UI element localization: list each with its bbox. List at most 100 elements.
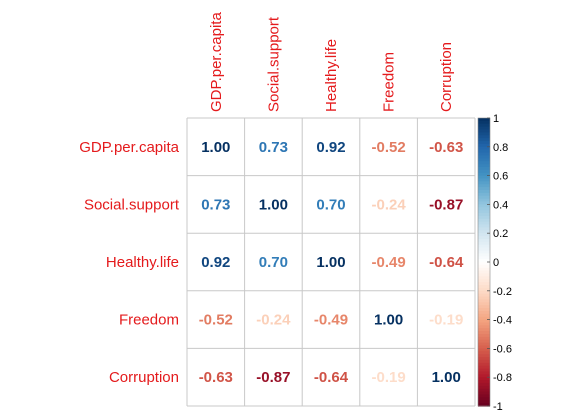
colorbar-segment — [478, 123, 490, 128]
colorbar-segment — [478, 233, 490, 237]
colorbar-segment — [478, 328, 490, 332]
colorbar-tick-label: -0.6 — [493, 343, 512, 355]
colorbar-segment — [478, 241, 490, 246]
colorbar-segment — [478, 218, 490, 223]
colorbar-segment — [478, 118, 490, 122]
colorbar-segment — [478, 388, 490, 393]
colorbar-segment — [478, 351, 490, 355]
cell-value-gdp-per-capita-healthy-life: 0.92 — [316, 139, 345, 156]
colorbar-segment — [478, 164, 490, 168]
row-label-gdp-per-capita: GDP.per.capita — [79, 139, 179, 156]
column-label-freedom: Freedom — [381, 52, 398, 112]
colorbar-segment — [478, 120, 490, 125]
cell-value-gdp-per-capita-social-support: 0.73 — [259, 139, 288, 156]
colorbar-tick-label: -0.8 — [493, 372, 512, 384]
colorbar-tick-label: 0.8 — [493, 142, 508, 154]
colorbar-segment — [478, 262, 490, 266]
cell-value-social-support-corruption: -0.87 — [429, 196, 463, 213]
colorbar-segment — [478, 293, 490, 298]
colorbar-segment — [478, 267, 490, 272]
colorbar-segment — [478, 238, 490, 243]
colorbar-segment — [478, 195, 490, 200]
colorbar-segment — [478, 264, 490, 269]
row-label-freedom: Freedom — [119, 312, 179, 329]
cell-value-social-support-gdp-per-capita: 0.73 — [201, 196, 230, 213]
colorbar-segment — [478, 362, 490, 367]
colorbar-segment — [478, 313, 490, 318]
cell-value-healthy-life-gdp-per-capita: 0.92 — [201, 254, 230, 271]
colorbar-segment — [478, 184, 490, 188]
colorbar-segment — [478, 371, 490, 375]
colorbar-segment — [478, 391, 490, 396]
cell-value-corruption-corruption: 1.00 — [432, 369, 461, 386]
cell-value-gdp-per-capita-corruption: -0.63 — [429, 139, 463, 156]
row-label-corruption: Corruption — [109, 369, 179, 386]
colorbar-tick-label: 0.6 — [493, 171, 508, 183]
colorbar-segment — [478, 201, 490, 205]
colorbar-segment — [478, 244, 490, 249]
colorbar-segment — [478, 319, 490, 324]
colorbar-segment — [478, 198, 490, 203]
colorbar-segment — [478, 359, 490, 364]
colorbar-segment — [478, 331, 490, 335]
colorbar-segment — [478, 166, 490, 171]
colorbar-tick-label: 0.4 — [493, 199, 508, 211]
column-label-healthy-life: Healthy.life — [323, 39, 340, 112]
colorbar-tick-label: 1 — [493, 113, 499, 125]
colorbar-segment — [478, 132, 490, 136]
cell-value-freedom-gdp-per-capita: -0.52 — [199, 312, 233, 329]
colorbar-segment — [478, 308, 490, 312]
colorbar-segment — [478, 155, 490, 159]
colorbar-segment — [478, 236, 490, 240]
cell-value-gdp-per-capita-gdp-per-capita: 1.00 — [201, 139, 230, 156]
colorbar-segment — [478, 253, 490, 257]
correlation-cells: 1.00 0.73 0.92 -0.52 -0.63 0.73 1.00 0.70 -0.24 -… — [199, 139, 464, 386]
cell-value-social-support-freedom: -0.24 — [371, 196, 406, 213]
colorbar-segment — [478, 296, 490, 301]
colorbar-segment — [478, 348, 490, 352]
colorbar-tick-label: -0.4 — [493, 315, 512, 327]
colorbar-segment — [478, 380, 490, 384]
colorbar-segment — [478, 207, 490, 211]
cell-value-healthy-life-healthy-life: 1.00 — [316, 254, 345, 271]
row-label-healthy-life: Healthy.life — [106, 254, 179, 271]
colorbar-segment — [478, 322, 490, 326]
colorbar-segment — [478, 368, 490, 373]
cell-value-freedom-corruption: -0.19 — [429, 312, 463, 329]
colorbar-segment — [478, 256, 490, 260]
colorbar-segment — [478, 290, 490, 295]
cell-value-social-support-social-support: 1.00 — [259, 196, 288, 213]
colorbar-segment — [478, 215, 490, 220]
colorbar-segment — [478, 190, 490, 194]
colorbar-segment — [478, 187, 490, 191]
cell-value-freedom-healthy-life: -0.49 — [314, 312, 348, 329]
colorbar-segment — [478, 276, 490, 280]
colorbar-segment — [478, 403, 490, 407]
colorbar-segment — [478, 345, 490, 349]
colorbar-segment — [478, 230, 490, 234]
colorbar-segment — [478, 310, 490, 315]
colorbar-segment — [478, 213, 490, 217]
colorbar-segment — [478, 285, 490, 289]
row-labels: GDP.per.capita Social.support Healthy.life… — [79, 139, 180, 386]
colorbar-segment — [478, 178, 490, 182]
colorbar-tick-label: 0 — [493, 257, 499, 269]
colorbar-tick-label: -1 — [493, 401, 503, 413]
colorbar-segment — [478, 181, 490, 185]
cell-value-corruption-gdp-per-capita: -0.63 — [199, 369, 233, 386]
cell-value-healthy-life-freedom: -0.49 — [371, 254, 405, 271]
colorbar-segment — [478, 282, 490, 286]
colorbar-segment — [478, 141, 490, 145]
colorbar-segment — [478, 299, 490, 303]
colorbar-segment — [478, 126, 490, 131]
colorbar-segment — [478, 175, 490, 180]
colorbar-segment — [478, 129, 490, 133]
cell-value-healthy-life-corruption: -0.64 — [429, 254, 464, 271]
colorbar-segment — [478, 224, 490, 229]
grid-lines — [186, 117, 476, 407]
colorbar-segment — [478, 273, 490, 277]
colorbar-segment — [478, 336, 490, 341]
cell-value-gdp-per-capita-freedom: -0.52 — [371, 139, 405, 156]
colorbar-segment — [478, 357, 490, 361]
